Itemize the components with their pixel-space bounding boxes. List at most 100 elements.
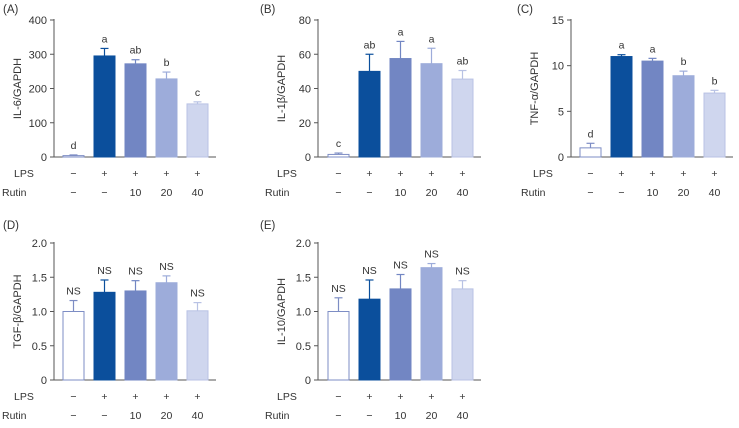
panel-label: (B) (260, 4, 276, 16)
rutin-value: − (366, 187, 372, 199)
lps-value: − (335, 391, 341, 403)
bar (579, 147, 602, 158)
rutin-value: 10 (130, 410, 142, 422)
lps-value: + (618, 168, 624, 180)
y-tick-label: 1.5 (296, 272, 311, 284)
y-tick-label: 1.0 (32, 307, 47, 319)
lps-value: + (366, 168, 372, 180)
lps-row-label: LPS (533, 168, 553, 180)
y-axis-title: IL-1β/GAPDH (276, 55, 288, 123)
rutin-value: 10 (647, 187, 659, 199)
rutin-value: 20 (161, 187, 173, 199)
significance-label: ab (130, 45, 142, 57)
lps-value: + (163, 391, 169, 403)
y-tick-label: 15 (552, 15, 564, 27)
significance-label: ab (457, 56, 469, 68)
significance-label: NS (331, 283, 346, 295)
y-tick-label: 80 (299, 15, 311, 27)
significance-label: a (619, 40, 625, 52)
rutin-row-label: Rutin (265, 410, 290, 422)
significance-label: b (681, 56, 687, 68)
bar (358, 298, 381, 381)
bar (93, 291, 116, 381)
y-tick-label: 400 (29, 15, 47, 27)
significance-label: c (336, 138, 341, 150)
y-tick-label: 0 (41, 152, 47, 164)
bar (389, 288, 412, 381)
bar (62, 155, 85, 158)
y-tick-label: 300 (29, 49, 47, 61)
bar (155, 282, 178, 381)
bar (672, 75, 695, 158)
lps-row-label: LPS (14, 168, 34, 180)
rutin-value: 40 (457, 410, 469, 422)
lps-value: + (397, 391, 403, 403)
lps-value: + (101, 391, 107, 403)
y-tick-label: 100 (29, 118, 47, 130)
significance-label: c (195, 87, 200, 99)
rutin-value: − (101, 410, 107, 422)
lps-value: + (680, 168, 686, 180)
y-tick-label: 0 (41, 375, 47, 387)
bar (155, 78, 178, 158)
y-tick-label: 1.0 (296, 307, 311, 319)
panel-label: (A) (3, 4, 19, 16)
rutin-value: 40 (709, 187, 721, 199)
lps-value: + (132, 391, 138, 403)
lps-value: + (132, 168, 138, 180)
lps-value: + (428, 391, 434, 403)
bar (358, 70, 381, 158)
rutin-value: − (335, 187, 341, 199)
lps-value: + (459, 391, 465, 403)
rutin-value: − (618, 187, 624, 199)
rutin-row-label: Rutin (521, 187, 546, 199)
significance-label: NS (393, 260, 408, 272)
significance-label: d (588, 128, 594, 140)
lps-value: − (70, 391, 76, 403)
y-axis-title: TGF-β/GAPDH (12, 274, 24, 348)
significance-label: d (71, 140, 77, 152)
significance-label: NS (97, 265, 112, 277)
lps-value: + (194, 391, 200, 403)
rutin-value: 10 (395, 410, 407, 422)
significance-label: NS (190, 288, 205, 300)
panel-label: (E) (260, 220, 276, 232)
significance-label: b (164, 57, 170, 69)
bar (186, 103, 209, 158)
rutin-value: 40 (192, 410, 204, 422)
bar (389, 58, 412, 158)
bar (610, 56, 633, 158)
bar (451, 78, 474, 158)
y-tick-label: 2.0 (296, 238, 311, 250)
lps-value: + (194, 168, 200, 180)
lps-value: + (101, 168, 107, 180)
bar (420, 63, 443, 158)
significance-label: NS (424, 249, 439, 261)
rutin-value: 40 (192, 187, 204, 199)
lps-row-label: LPS (277, 168, 297, 180)
y-tick-label: 0.5 (32, 341, 47, 353)
lps-value: + (711, 168, 717, 180)
y-tick-label: 0 (305, 375, 311, 387)
y-tick-label: 0 (558, 152, 564, 164)
lps-value: − (70, 168, 76, 180)
y-tick-label: 60 (299, 49, 311, 61)
significance-label: NS (362, 265, 377, 277)
rutin-value: 40 (457, 187, 469, 199)
y-tick-label: 10 (552, 61, 564, 73)
y-tick-label: 0 (305, 152, 311, 164)
bar (93, 55, 116, 158)
rutin-value: 20 (426, 187, 438, 199)
lps-value: + (649, 168, 655, 180)
y-axis-title: TNF-α/GAPDH (529, 52, 541, 126)
significance-label: a (650, 43, 656, 55)
y-tick-label: 1.5 (32, 272, 47, 284)
panel-label: (D) (3, 220, 19, 232)
rutin-value: − (70, 187, 76, 199)
y-tick-label: 40 (299, 84, 311, 96)
lps-value: + (397, 168, 403, 180)
panel-label: (C) (517, 4, 533, 16)
lps-row-label: LPS (277, 391, 297, 403)
